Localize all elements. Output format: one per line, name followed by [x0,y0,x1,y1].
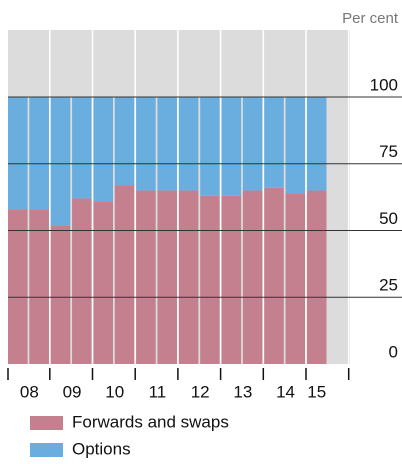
x-tick-label: 08 [20,382,39,401]
bar-segment [72,198,92,364]
bar-segment [221,195,242,364]
bar-segment [93,97,113,202]
bar-segment [136,190,156,364]
y-tick-label: 75 [379,142,398,161]
x-tick-label: 12 [191,382,210,401]
bar-segment [242,97,263,191]
bar-segment [178,190,199,364]
bar-segment [136,97,156,191]
y-tick-label: 100 [370,75,398,94]
legend-swatch [30,443,63,457]
bar-segment [93,201,113,364]
x-tick-label: 09 [63,382,82,401]
bar-segment [114,185,135,364]
bar-segment [8,97,28,210]
unit-label: Per cent [342,10,399,27]
bar-segment [50,225,71,364]
legend-label: Forwards and swaps [72,412,229,431]
bar-segment [264,97,284,188]
y-tick-label: 25 [379,276,398,295]
bar-segment [242,190,263,364]
bar-segment [200,97,220,196]
x-tick-label: 11 [149,382,167,401]
legend-swatch [30,416,63,430]
bar-segment [200,195,220,364]
x-tick-label: 10 [105,382,124,401]
bar-segment [285,193,306,364]
bar-segment [178,97,199,191]
bar-segment [114,97,135,186]
y-tick-label: 50 [379,209,398,228]
bar-segment [285,97,306,194]
bar-segment [50,97,71,226]
y-tick-label: 0 [389,342,398,361]
bar-segment [306,190,327,364]
x-tick-label: 13 [233,382,252,401]
bar-segment [29,97,49,210]
bar-segment [157,190,178,364]
bar-segment [8,209,28,364]
bar-segment [72,97,92,199]
bar-segment [264,187,284,364]
legend-label: Options [72,439,131,458]
bar-segment [157,97,178,191]
bar-segment [221,97,242,196]
x-tick-label: 14 [276,382,295,401]
x-tick-label: 15 [307,382,326,401]
bar-segment [29,209,49,364]
bar-segment [306,97,327,191]
